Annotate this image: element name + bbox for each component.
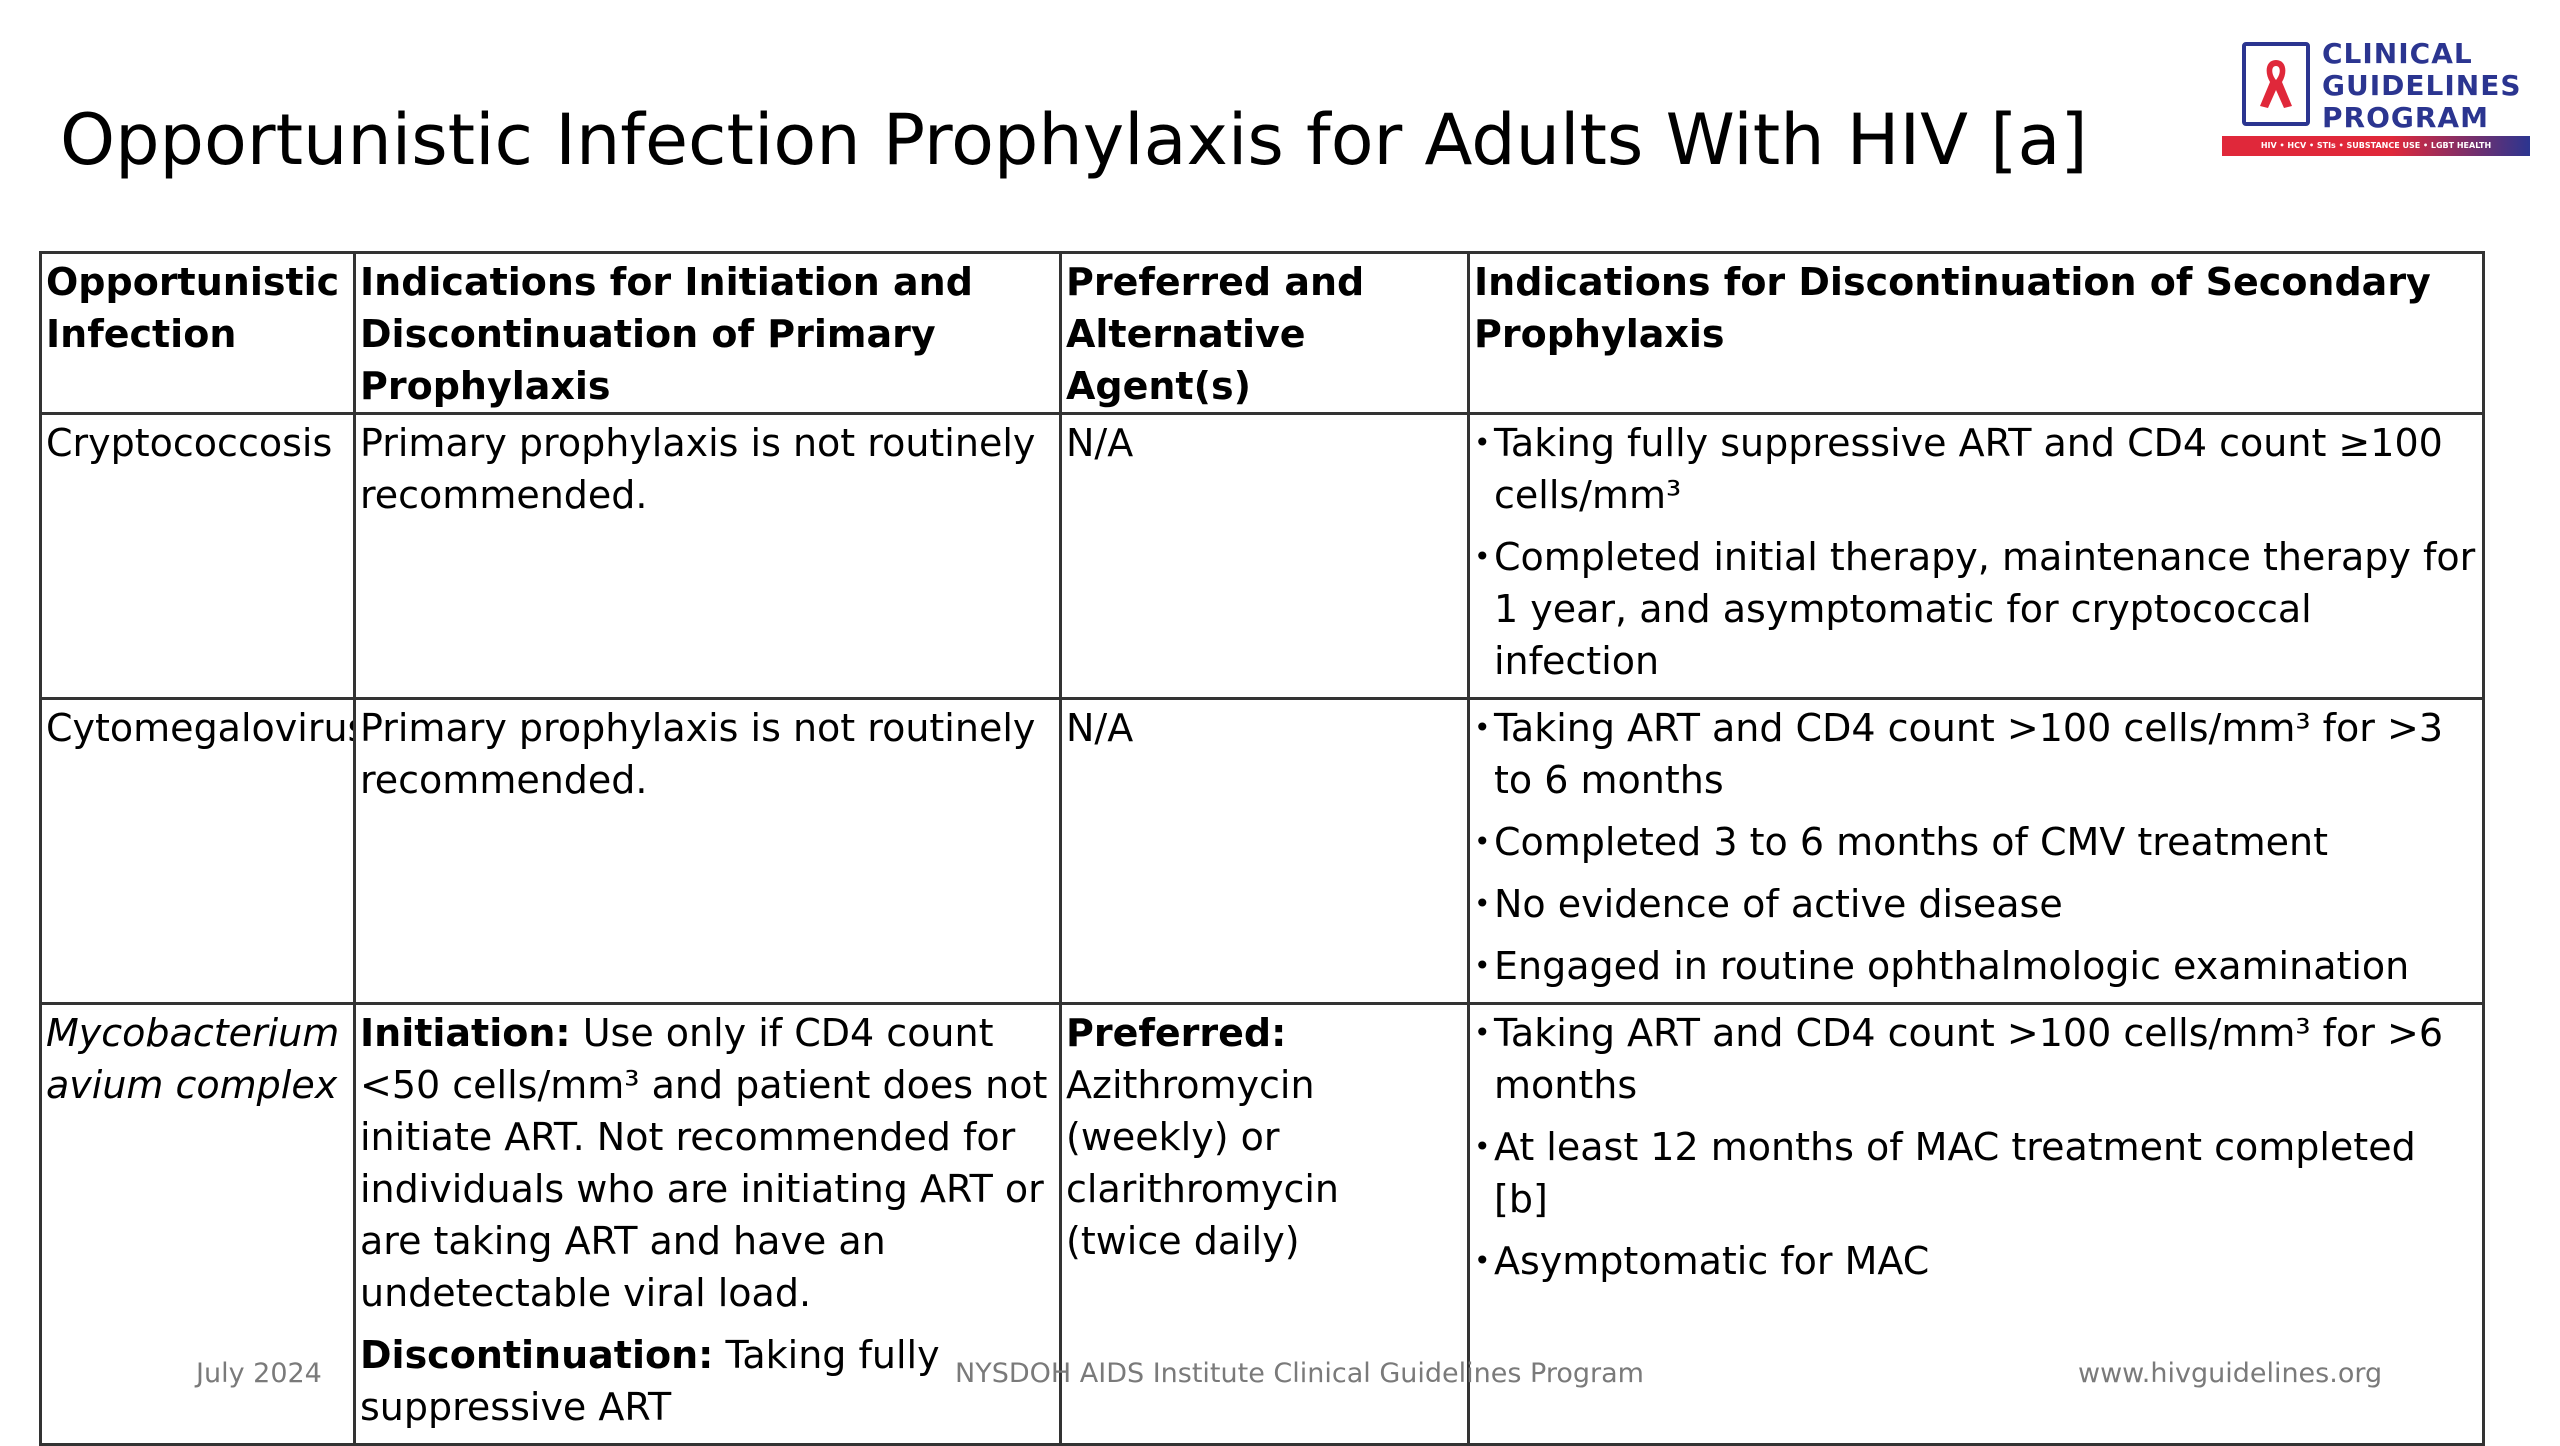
secondary-cell: Taking ART and CD4 count >100 cells/mm³ … [1467,697,2485,1005]
footer-program: NYSDOH AIDS Institute Clinical Guideline… [955,1358,1644,1389]
discontinuation-text: Taking fully suppressive ART [360,1333,940,1429]
discontinuation-label: Discontinuation: [360,1333,714,1377]
footer-url[interactable]: www.hivguidelines.org [2078,1358,2383,1389]
logo-line-2: GUIDELINES [2322,69,2522,102]
logo-frame [2242,42,2310,126]
bullet-item: At least 12 months of MAC treatment comp… [1474,1121,2478,1225]
header-primary-prophylaxis: Indications for Initiation and Discontin… [353,251,1062,415]
discontinuation-paragraph: Discontinuation: Taking fully suppressiv… [360,1329,1055,1433]
bullet-item: Completed initial therapy, maintenance t… [1474,531,2478,687]
infection-cell: Cytomegalovirus [39,697,356,1005]
bullet-item: No evidence of active disease [1474,878,2478,930]
logo-line-3: PROGRAM [2322,101,2489,134]
logo-wordmark: CLINICAL GUIDELINES PROGRAM [2322,38,2522,134]
primary-cell: Primary prophylaxis is not routinely rec… [353,412,1062,700]
agents-cell: N/A [1059,697,1470,1005]
table-header-row: Opportunistic Infection Indications for … [39,251,2485,415]
initiation-paragraph: Initiation: Use only if CD4 count <50 ce… [360,1007,1055,1319]
table-row: Cryptococcosis Primary prophylaxis is no… [39,412,2485,700]
header-agents: Preferred and Alternative Agent(s) [1059,251,1470,415]
agents-cell: N/A [1059,412,1470,700]
bullet-item: Asymptomatic for MAC [1474,1235,2478,1287]
agents-label: Preferred: [1066,1011,1287,1055]
agents-text: Azithromycin (weekly) or clarithromycin … [1066,1063,1339,1263]
logo-tagline: HIV • HCV • STIs • SUBSTANCE USE • LGBT … [2222,136,2530,156]
footer-date: July 2024 [196,1358,322,1389]
secondary-cell: Taking ART and CD4 count >100 cells/mm³ … [1467,1002,2485,1446]
page-title: Opportunistic Infection Prophylaxis for … [60,99,2088,181]
initiation-text: Use only if CD4 count <50 cells/mm³ and … [360,1011,1048,1315]
clinical-guidelines-program-logo: CLINICAL GUIDELINES PROGRAM HIV • HCV • … [2222,36,2530,160]
infection-cell: Cryptococcosis [39,412,356,700]
infection-cell: Mycobacterium avium complex [39,1002,356,1446]
table-row: Cytomegalovirus Primary prophylaxis is n… [39,697,2485,1005]
bullet-item: Engaged in routine ophthalmologic examin… [1474,940,2478,992]
bullet-item: Taking ART and CD4 count >100 cells/mm³ … [1474,1007,2478,1111]
bullet-item: Taking fully suppressive ART and CD4 cou… [1474,417,2478,521]
bullet-item: Completed 3 to 6 months of CMV treatment [1474,816,2478,868]
red-ribbon-icon [2260,60,2292,108]
bullet-item: Taking ART and CD4 count >100 cells/mm³ … [1474,702,2478,806]
header-infection: Opportunistic Infection [39,251,356,415]
secondary-cell: Taking fully suppressive ART and CD4 cou… [1467,412,2485,700]
logo-line-1: CLINICAL [2322,37,2473,70]
initiation-label: Initiation: [360,1011,571,1055]
prophylaxis-table: Opportunistic Infection Indications for … [39,251,2485,1446]
primary-cell: Primary prophylaxis is not routinely rec… [353,697,1062,1005]
header-secondary-prophylaxis: Indications for Discontinuation of Secon… [1467,251,2485,415]
agents-cell: Preferred: Azithromycin (weekly) or clar… [1059,1002,1470,1446]
